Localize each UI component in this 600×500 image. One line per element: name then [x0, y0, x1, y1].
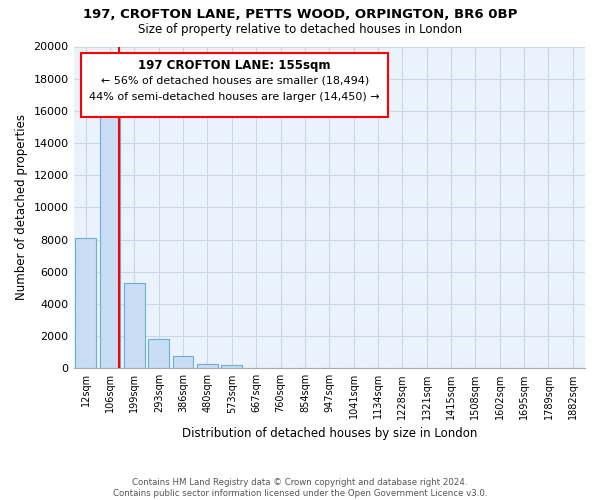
- Text: Contains HM Land Registry data © Crown copyright and database right 2024.
Contai: Contains HM Land Registry data © Crown c…: [113, 478, 487, 498]
- Bar: [173, 356, 193, 368]
- Text: ← 56% of detached houses are smaller (18,494): ← 56% of detached houses are smaller (18…: [101, 76, 369, 86]
- Text: 197, CROFTON LANE, PETTS WOOD, ORPINGTON, BR6 0BP: 197, CROFTON LANE, PETTS WOOD, ORPINGTON…: [83, 8, 517, 20]
- Bar: [76, 238, 96, 368]
- Bar: [221, 365, 242, 368]
- Text: Size of property relative to detached houses in London: Size of property relative to detached ho…: [138, 22, 462, 36]
- FancyBboxPatch shape: [81, 53, 388, 118]
- Bar: [100, 103, 121, 368]
- Text: 197 CROFTON LANE: 155sqm: 197 CROFTON LANE: 155sqm: [139, 60, 331, 72]
- Text: 44% of semi-detached houses are larger (14,450) →: 44% of semi-detached houses are larger (…: [89, 92, 380, 102]
- Bar: [197, 364, 218, 368]
- Bar: [124, 283, 145, 368]
- Y-axis label: Number of detached properties: Number of detached properties: [15, 114, 28, 300]
- X-axis label: Distribution of detached houses by size in London: Distribution of detached houses by size …: [182, 427, 477, 440]
- Bar: [148, 340, 169, 368]
